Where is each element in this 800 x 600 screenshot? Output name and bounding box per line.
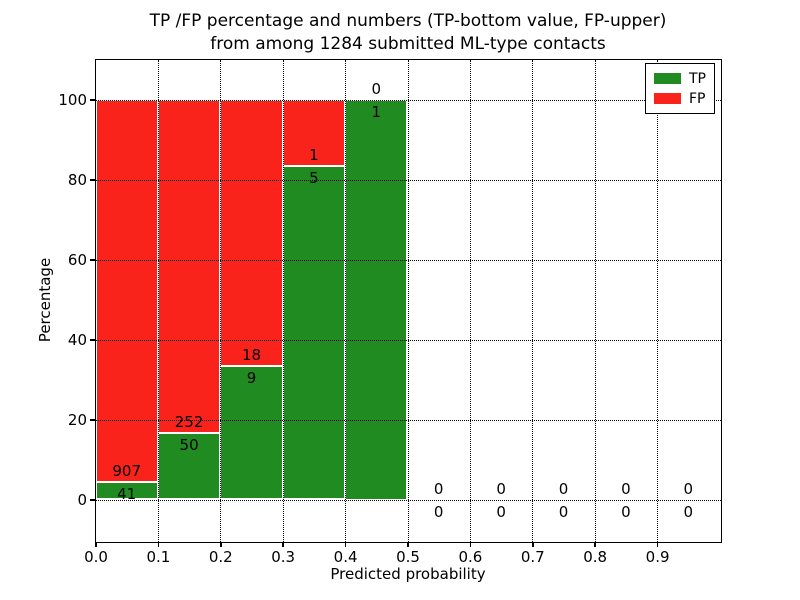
y-tick bbox=[90, 179, 95, 181]
bar-count-label-tp: 9 bbox=[246, 369, 257, 388]
bar-segment-tp bbox=[220, 366, 283, 500]
x-tick-label: 0.4 bbox=[333, 548, 358, 566]
x-tick bbox=[656, 542, 659, 547]
x-tick-label: 0.9 bbox=[645, 548, 670, 566]
x-tick bbox=[407, 542, 409, 547]
y-tick bbox=[90, 499, 95, 501]
bar-count-label-tp: 1 bbox=[371, 102, 382, 121]
bar-count-label-fp: 1 bbox=[309, 146, 319, 165]
chart-title: TP /FP percentage and numbers (TP-bottom… bbox=[96, 10, 720, 56]
gridline-v bbox=[469, 59, 471, 542]
gridline-v bbox=[157, 59, 159, 542]
gridline-v bbox=[407, 59, 409, 542]
x-tick-label: 0.8 bbox=[583, 548, 608, 566]
x-tick-label: 0.3 bbox=[271, 548, 296, 566]
y-tick-label: 60 bbox=[67, 251, 87, 269]
bar-segment-tp bbox=[282, 166, 346, 500]
bar-segment-fp bbox=[157, 99, 221, 434]
bar-segment-fp bbox=[220, 99, 283, 367]
y-tick-label: 0 bbox=[77, 491, 87, 509]
y-tick-label: 40 bbox=[67, 331, 87, 349]
x-tick bbox=[594, 542, 596, 547]
bar-count-label-fp: 907 bbox=[112, 462, 142, 481]
legend-item: FP bbox=[646, 91, 714, 107]
bar-count-label-fp: 0 bbox=[496, 479, 506, 498]
x-tick-label: 0.0 bbox=[84, 548, 108, 566]
bar-count-label-tp: 0 bbox=[496, 502, 506, 521]
x-tick bbox=[469, 542, 472, 547]
bar-count-label-tp: 0 bbox=[433, 502, 444, 521]
x-tick bbox=[282, 542, 284, 547]
gridline-v bbox=[282, 59, 284, 542]
legend-item: TP bbox=[646, 71, 714, 87]
gridline-v bbox=[532, 59, 534, 542]
y-tick bbox=[90, 99, 95, 101]
gridline-v bbox=[594, 59, 596, 542]
bar-count-label-fp: 0 bbox=[558, 479, 569, 498]
y-tick-label: 80 bbox=[67, 171, 87, 189]
x-tick-label: 0.5 bbox=[396, 548, 420, 566]
bar-segment-tp bbox=[95, 482, 158, 500]
chart-title-line1: TP /FP percentage and numbers (TP-bottom… bbox=[149, 11, 667, 31]
y-tick-label: 20 bbox=[67, 411, 87, 429]
fp-swatch-icon bbox=[654, 93, 681, 104]
y-tick bbox=[90, 339, 95, 341]
gridline-v bbox=[345, 59, 347, 542]
bar-count-label-tp: 0 bbox=[683, 502, 694, 521]
bar-count-label-fp: 0 bbox=[433, 479, 444, 498]
bar-count-label-fp: 252 bbox=[174, 413, 204, 432]
x-tick bbox=[220, 542, 222, 547]
bar-count-label-tp: 41 bbox=[117, 485, 137, 504]
x-tick-label: 0.6 bbox=[458, 548, 483, 566]
legend-label-fp: FP bbox=[689, 90, 706, 107]
y-tick bbox=[90, 419, 95, 421]
gridline-v bbox=[657, 59, 659, 542]
bar-count-label-fp: 0 bbox=[683, 479, 694, 498]
plot-area: 907 41 252 50 18 9 1 5 0 1 0 0 0 0 0 0 0 0 0 0 bbox=[94, 58, 722, 543]
y-tick-label: 100 bbox=[58, 91, 87, 109]
tp-swatch-icon bbox=[654, 73, 681, 84]
bar-count-label-fp: 0 bbox=[621, 479, 631, 498]
x-axis-label: Predicted probability bbox=[330, 565, 486, 583]
gridline-v bbox=[220, 59, 222, 542]
bar-count-label-tp: 5 bbox=[309, 169, 319, 188]
bar-segment-tp bbox=[157, 433, 221, 500]
bar-count-label-tp: 0 bbox=[621, 502, 631, 521]
x-tick bbox=[157, 542, 160, 547]
bar-count-label-tp: 0 bbox=[558, 502, 569, 521]
y-tick bbox=[90, 259, 95, 261]
legend: TP FP bbox=[645, 63, 715, 114]
x-tick-label: 0.1 bbox=[146, 548, 171, 566]
x-tick bbox=[95, 542, 97, 547]
bar-segment-fp bbox=[282, 99, 346, 167]
bar-segment-fp bbox=[95, 99, 158, 483]
x-tick-label: 0.2 bbox=[208, 548, 233, 566]
bar-count-label-tp: 50 bbox=[179, 436, 199, 455]
bar-count-label-fp: 18 bbox=[241, 346, 262, 365]
x-tick bbox=[532, 542, 534, 547]
legend-label-tp: TP bbox=[689, 70, 706, 87]
x-tick-label: 0.7 bbox=[520, 548, 545, 566]
x-tick bbox=[344, 542, 347, 547]
chart-title-line2: from among 1284 submitted ML-type contac… bbox=[210, 34, 606, 54]
bar-segment-tp bbox=[345, 99, 408, 500]
bar-count-label-fp: 0 bbox=[371, 79, 382, 98]
